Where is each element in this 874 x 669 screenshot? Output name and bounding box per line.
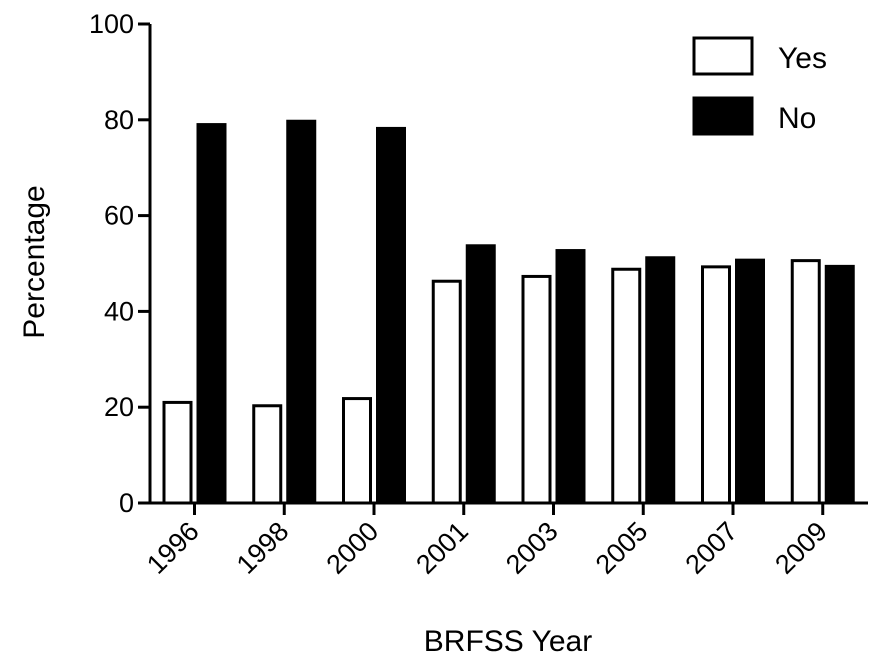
x-tick-label: 2000 [321,516,385,580]
bar-yes-2005 [611,267,642,505]
legend-swatch-no [692,96,754,136]
bar-no-1998 [286,119,317,505]
x-axis-title: BRFSS Year [424,625,592,658]
x-tick-label: 2001 [410,516,474,580]
y-tick-label: 0 [119,488,134,518]
y-tick-label: 40 [104,296,134,326]
x-tick-label: 2003 [500,516,564,580]
legend-label-no: No [778,102,816,135]
x-tick-label: 1996 [141,516,205,580]
bar-yes-2000 [342,397,372,505]
x-tick-label: 2007 [680,516,744,580]
x-tick-label: 2009 [769,516,833,580]
y-axis: 0 20 40 60 80 100 [89,9,152,518]
bar-yes-1996 [162,400,193,505]
bar-yes-2007 [701,265,731,505]
bar-no-1996 [196,123,227,505]
y-tick-label: 20 [104,392,134,422]
x-tick-label: 2005 [590,516,654,580]
y-tick-label: 80 [104,105,134,135]
bar-no-2001 [465,244,496,505]
bar-no-2003 [555,249,586,505]
legend-swatch-yes [692,36,754,76]
x-tick-label: 1998 [231,516,295,580]
bars [162,119,855,505]
bar-no-2005 [645,256,676,505]
y-tick-label: 100 [89,9,134,39]
bar-no-2000 [376,126,406,505]
legend-label-yes: Yes [778,42,827,75]
legend: Yes No [692,36,827,136]
bar-no-2007 [735,258,765,505]
bar-yes-1998 [252,404,283,505]
bar-yes-2003 [521,274,552,505]
y-tick-label: 60 [104,201,134,231]
y-axis-title: Percentage [18,185,51,338]
bar-yes-2009 [790,259,821,505]
bar-no-2009 [824,264,855,505]
bar-yes-2001 [431,279,462,505]
x-axis: 1996 1998 2000 2001 2003 2005 2007 2009 [141,501,868,580]
